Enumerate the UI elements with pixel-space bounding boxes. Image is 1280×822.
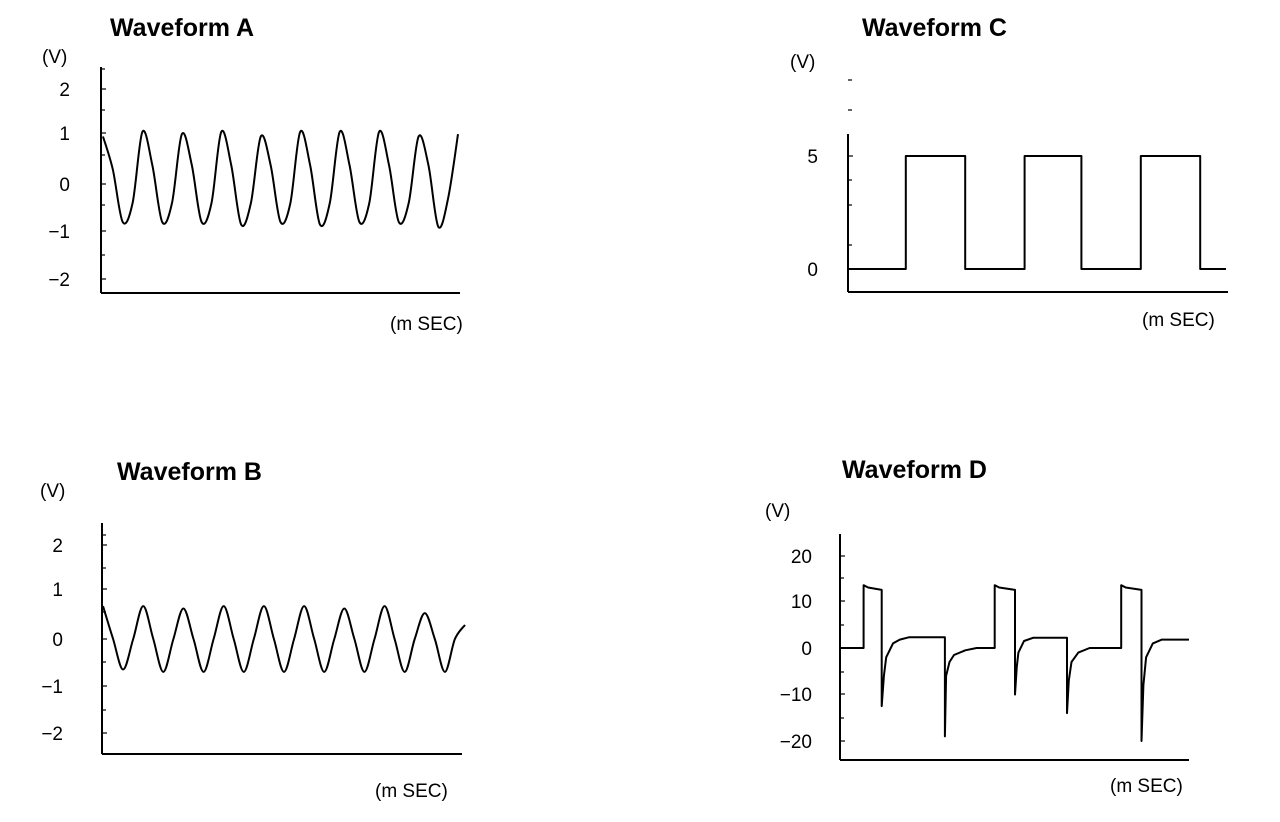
waveform-c-panel: Waveform C (V) (m SEC) 5 0 (790, 14, 1228, 331)
y-tick-label: 2 (59, 80, 70, 101)
y-tick-label: 20 (791, 547, 812, 568)
y-tick-label: −10 (780, 685, 812, 706)
y-tick-label: 5 (807, 147, 818, 168)
y-tick-label: 0 (59, 175, 70, 196)
y-tick-label: 10 (791, 592, 812, 613)
y-tick-label: 1 (59, 124, 70, 145)
y-tick-label: −2 (48, 270, 70, 291)
waveform-a-panel: Waveform A (V) (m SEC) 2 1 0 −1 −2 (42, 14, 463, 335)
y-tick-label: −1 (41, 677, 63, 698)
y-tick-label: −20 (780, 732, 812, 753)
x-axis-label: (m SEC) (1110, 776, 1183, 797)
y-tick-label: −1 (48, 222, 70, 243)
y-axis-label: (V) (790, 52, 815, 73)
waveform-d-line (841, 584, 1189, 742)
y-tick-label: 2 (52, 536, 63, 557)
y-tick-label: 0 (801, 639, 812, 660)
y-tick-label: 1 (52, 580, 63, 601)
y-tick-label: 0 (52, 630, 63, 651)
y-tick-label: 0 (807, 260, 818, 281)
y-axis-label: (V) (40, 481, 65, 502)
x-axis-label: (m SEC) (375, 781, 448, 802)
chart-title: Waveform B (117, 458, 262, 486)
chart-title: Waveform D (842, 456, 987, 484)
waveform-b-panel: Waveform B (V) (m SEC) 2 1 0 −1 −2 (40, 458, 466, 802)
waveform-b-line (102, 605, 466, 673)
waveform-a-line (102, 129, 459, 229)
waveform-d-panel: Waveform D (V) (m SEC) 20 10 0 −10 −20 (765, 456, 1189, 797)
x-axis-label: (m SEC) (390, 314, 463, 335)
y-axis-label: (V) (765, 501, 790, 522)
chart-title: Waveform A (110, 14, 254, 42)
waveform-c-line (849, 155, 1226, 270)
y-axis-label: (V) (42, 47, 67, 68)
y-tick-label: −2 (41, 724, 63, 745)
x-axis-label: (m SEC) (1142, 310, 1215, 331)
chart-title: Waveform C (862, 14, 1007, 42)
